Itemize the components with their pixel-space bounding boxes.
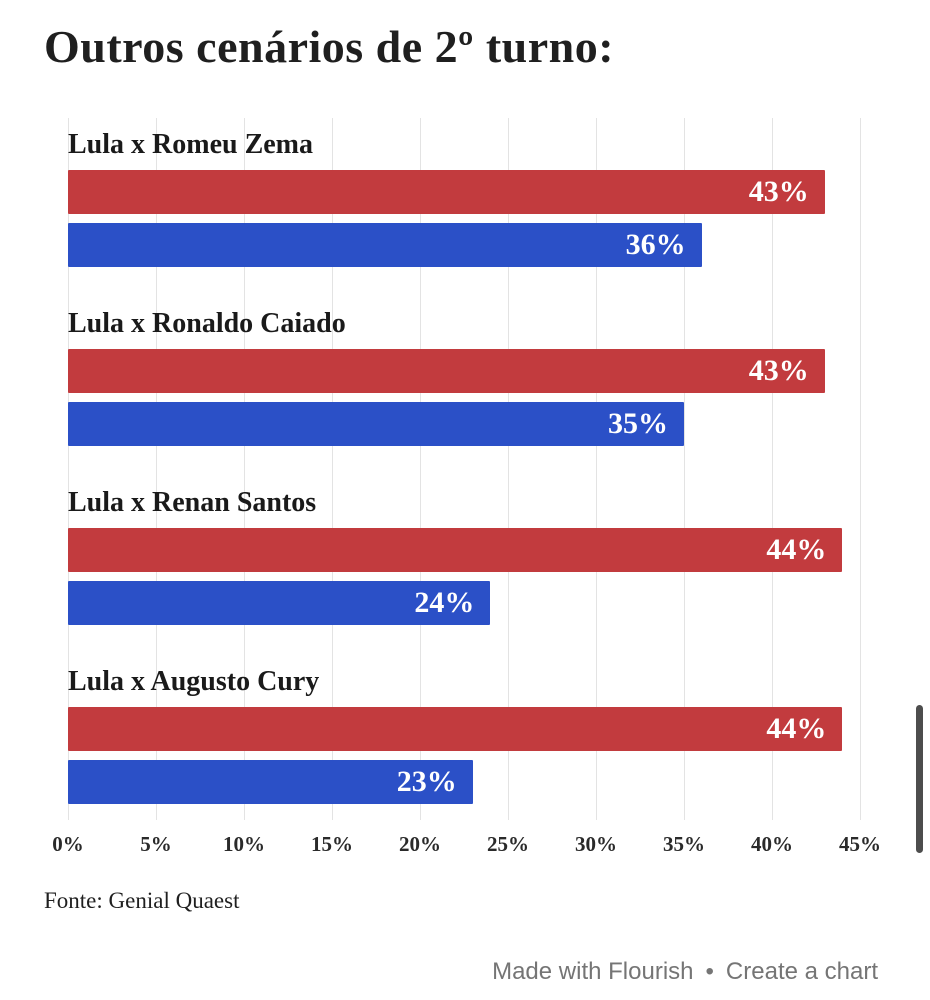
bar-blue: 36% bbox=[68, 223, 702, 267]
category-label: Lula x Renan Santos bbox=[68, 487, 317, 518]
plot-area: Lula x Romeu Zema 43% 36% Lula x Ronaldo Ca… bbox=[68, 118, 861, 820]
gridline bbox=[156, 118, 157, 820]
x-axis-tick-label: 45% bbox=[839, 832, 881, 856]
bar-blue: 35% bbox=[68, 402, 684, 446]
x-axis-tick-label: 10% bbox=[223, 832, 265, 856]
scrollbar-thumb[interactable] bbox=[916, 705, 923, 853]
source-note: Fonte: Genial Quaest bbox=[44, 888, 240, 913]
gridline bbox=[595, 118, 597, 820]
gridline bbox=[772, 118, 773, 820]
gridline bbox=[420, 118, 421, 820]
made-with-flourish-link[interactable]: Made with Flourish bbox=[492, 958, 694, 985]
bar-group: Lula x Augusto Cury 44% 23% bbox=[68, 665, 860, 804]
x-axis-tick-label: 5% bbox=[140, 832, 172, 856]
category-label: Lula x Augusto Cury bbox=[68, 666, 320, 697]
bar-value-label: 43% bbox=[748, 175, 809, 208]
x-axis-tick-label: 15% bbox=[310, 832, 353, 856]
category-label: Lula x Ronaldo Caiado bbox=[68, 308, 346, 339]
bar-group: Lula x Ronaldo Caiado 43% 35% bbox=[68, 307, 860, 446]
x-axis-tick-label: 40% bbox=[751, 832, 793, 856]
gridline bbox=[68, 118, 69, 820]
bar-blue: 23% bbox=[68, 760, 473, 804]
category-label: Lula x Romeu Zema bbox=[68, 129, 313, 160]
bar-red: 44% bbox=[68, 707, 843, 751]
bar-value-label: 36% bbox=[625, 228, 686, 261]
gridline bbox=[331, 118, 333, 820]
gridline bbox=[244, 118, 245, 820]
x-axis-tick-label: 30% bbox=[574, 832, 617, 856]
x-axis-tick-label: 35% bbox=[663, 832, 705, 856]
bar-value-label: 35% bbox=[608, 407, 668, 440]
gridline bbox=[508, 118, 509, 820]
x-axis-tick-label: 25% bbox=[487, 832, 529, 856]
attribution-separator: • bbox=[705, 958, 714, 985]
bar-red: 43% bbox=[68, 349, 825, 393]
bar-value-label: 23% bbox=[396, 765, 457, 798]
x-axis-tick-label: 0% bbox=[52, 832, 84, 856]
gridline bbox=[684, 118, 685, 820]
chart-title: Outros cenários de 2º turno: bbox=[44, 21, 615, 72]
bar-value-label: 24% bbox=[414, 586, 475, 619]
bar-value-label: 44% bbox=[766, 533, 827, 566]
create-a-chart-link[interactable]: Create a chart bbox=[725, 958, 878, 985]
bar-value-label: 43% bbox=[748, 354, 809, 387]
gridline bbox=[860, 118, 861, 820]
x-axis-tick-label: 20% bbox=[399, 832, 441, 856]
bar-red: 44% bbox=[68, 528, 843, 572]
bar-groups: Lula x Romeu Zema 43% 36% Lula x Ronaldo Ca… bbox=[68, 118, 860, 804]
bar-value-label: 44% bbox=[766, 712, 827, 745]
bar-red: 43% bbox=[68, 170, 825, 214]
bar-group: Lula x Renan Santos 44% 24% bbox=[68, 486, 860, 625]
bar-blue: 24% bbox=[68, 581, 491, 625]
flourish-attribution: Made with Flourish • Create a chart bbox=[492, 958, 878, 986]
bar-group: Lula x Romeu Zema 43% 36% bbox=[68, 128, 860, 267]
x-axis: 0% 5% 10% 15% 20% 25% 30% 35% 40% 45% bbox=[52, 832, 881, 864]
